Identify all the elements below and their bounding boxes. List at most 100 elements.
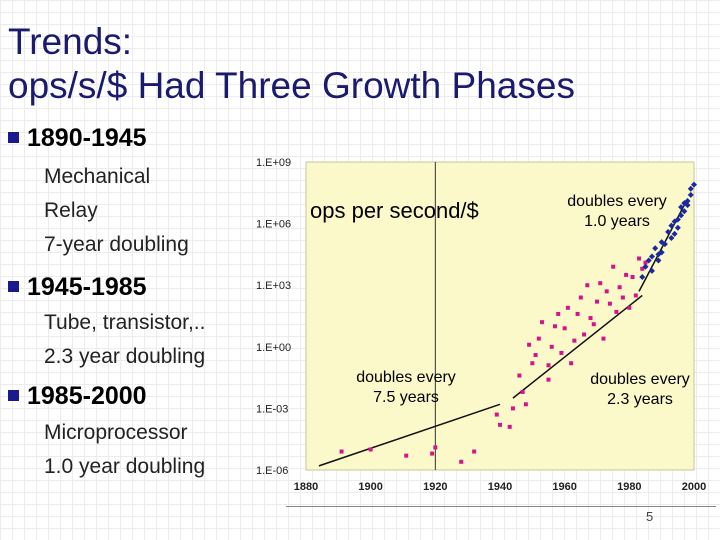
data-point-square — [498, 422, 502, 427]
annotation: doubles every 2.3 years — [590, 371, 690, 408]
x-tick-label: 1940 — [488, 481, 512, 493]
data-point-square — [404, 453, 409, 458]
y-tick-label: 1.E-03 — [256, 403, 288, 415]
data-point-diamond — [674, 216, 681, 223]
data-point-square — [637, 256, 642, 261]
data-point-square — [536, 336, 541, 341]
data-point-square — [430, 451, 435, 456]
data-point-diamond — [691, 181, 697, 188]
y-axis-tick-labels: 1.E-06 1.E-03 1.E+00 1.E+03 1.E+06 1.E+09 — [256, 157, 291, 477]
phase-1-heading-text: 1890-1945 — [27, 124, 147, 152]
annotation-line: doubles every — [567, 193, 667, 210]
data-point-square — [591, 322, 596, 327]
data-point-square — [611, 264, 616, 269]
phase-2-detail-1: Tube, transistor,.. — [44, 311, 206, 334]
annotation-line: doubles every — [356, 369, 456, 386]
data-point-square — [582, 332, 587, 337]
data-point-diamond — [687, 191, 694, 198]
data-point-diamond — [671, 230, 678, 237]
data-point-diamond — [645, 257, 652, 264]
data-point-square — [530, 361, 535, 366]
data-point-diamond — [678, 204, 685, 211]
footer-rule — [286, 506, 716, 507]
phase-1-detail-1: Mechanical — [44, 165, 151, 188]
x-tick-label: 1920 — [423, 481, 447, 493]
data-point-square — [546, 377, 551, 382]
x-tick-label: 1980 — [617, 481, 641, 493]
data-point-square — [601, 336, 606, 341]
data-point-diamond — [658, 249, 665, 256]
phase-3-details: Microprocessor 1.0 year doubling — [44, 416, 205, 484]
data-point-diamond — [648, 267, 655, 274]
phase-3-detail-2: 1.0 year doubling — [44, 455, 206, 478]
y-tick-label: 1.E-06 — [256, 465, 288, 477]
slide-title: Trends: ops/s/$ Had Three Growth Phases — [8, 20, 575, 108]
chart-title: ops per second/$ — [310, 198, 479, 223]
y-tick-label: 1.E+00 — [256, 342, 291, 354]
phase-2-details: Tube, transistor,.. 2.3 year doubling — [44, 306, 205, 374]
data-point-square — [494, 412, 499, 417]
bullet-square-icon — [8, 389, 19, 401]
annotation-line: doubles every — [590, 371, 690, 388]
phase-1-heading: 1890-1945 — [8, 124, 147, 153]
data-point-square — [510, 406, 515, 411]
phase-2-heading-text: 1945-1985 — [27, 273, 147, 301]
data-point-diamond — [648, 253, 655, 260]
x-axis-tick-labels: 1880 1900 1920 1940 1960 1980 2000 — [294, 481, 706, 493]
data-point-diamond — [652, 245, 659, 252]
y-tick-label: 1.E+09 — [256, 157, 291, 169]
data-point-square — [433, 445, 438, 450]
data-point-diamond — [684, 198, 691, 205]
data-point-square — [565, 305, 570, 310]
data-point-square — [643, 260, 648, 265]
annotation-line: 2.3 years — [607, 391, 673, 408]
data-point-square — [607, 301, 612, 306]
data-point-square — [572, 338, 577, 343]
data-point-square — [624, 272, 629, 277]
data-point-square — [614, 309, 619, 314]
data-point-square — [339, 449, 344, 454]
data-point-square — [627, 305, 632, 310]
x-tick-label: 1900 — [358, 481, 382, 493]
y-tick-label: 1.E+03 — [256, 280, 291, 292]
data-point-diamond — [661, 241, 668, 248]
data-point-square — [472, 449, 477, 454]
annotation: doubles every 1.0 years — [567, 193, 667, 230]
chart-annotations: doubles every 7.5 years doubles every 2.3 y… — [356, 193, 690, 408]
data-point-diamond — [681, 208, 688, 215]
data-point-square — [604, 289, 609, 294]
data-point-square — [640, 266, 645, 271]
data-point-square — [549, 344, 554, 349]
data-point-diamond — [674, 224, 681, 231]
title-line-1: Trends: — [8, 21, 133, 62]
phase-1-details: Mechanical Relay 7-year doubling — [44, 160, 189, 262]
data-point-square — [585, 283, 590, 288]
data-point-diamond — [665, 228, 672, 235]
data-point-square — [617, 285, 622, 290]
phase-3-detail-1: Microprocessor — [44, 421, 188, 444]
data-point-diamond — [668, 222, 675, 229]
data-point-square — [527, 342, 532, 347]
data-point-diamond — [684, 202, 691, 209]
data-point-square — [368, 447, 373, 452]
annotation-line: 1.0 years — [584, 213, 650, 230]
x-tick-label: 1880 — [294, 481, 318, 493]
data-points — [339, 181, 697, 464]
phase-3-heading: 1985-2000 — [8, 382, 147, 411]
plot-area — [305, 161, 695, 471]
data-point-square — [459, 459, 464, 464]
annotation: doubles every 7.5 years — [356, 369, 456, 406]
data-point-square — [620, 295, 625, 300]
x-tick-label: 2000 — [682, 481, 706, 493]
trend-line — [512, 294, 643, 399]
phase-1-detail-3: 7-year doubling — [44, 233, 189, 256]
data-point-square — [556, 311, 561, 316]
data-point-diamond — [642, 263, 649, 270]
phase-2-heading: 1945-1985 — [8, 273, 147, 302]
data-point-diamond — [687, 185, 694, 192]
x-tick-label: 1960 — [552, 481, 576, 493]
data-point-diamond — [668, 234, 675, 241]
data-point-square — [562, 326, 567, 331]
data-point-square — [578, 295, 583, 300]
